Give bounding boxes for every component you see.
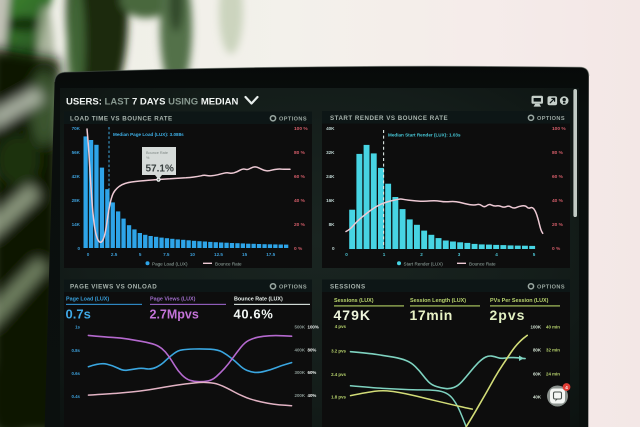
svg-text:40K: 40K: [326, 126, 335, 131]
svg-text:Page Load (LUX): Page Load (LUX): [152, 261, 188, 266]
svg-text:Median Start Render (LUX): 1.0: Median Start Render (LUX): 1.03s: [388, 133, 461, 138]
svg-text:40 min: 40 min: [546, 325, 560, 330]
svg-text:4: 4: [495, 252, 498, 257]
svg-text:200K: 200K: [295, 393, 306, 398]
svg-text:OPTIONS: OPTIONS: [279, 117, 307, 123]
svg-text:Bounce Rate: Bounce Rate: [469, 261, 496, 266]
svg-text:PVs Per Session (LUX): PVs Per Session (LUX): [490, 298, 549, 304]
svg-text:32K: 32K: [326, 150, 335, 155]
svg-text:LOAD TIME VS BOUNCE RATE: LOAD TIME VS BOUNCE RATE: [70, 116, 173, 123]
svg-text:100%: 100%: [308, 325, 319, 330]
svg-text:Sessions (LUX): Sessions (LUX): [334, 298, 374, 304]
svg-text:60 %: 60 %: [294, 174, 306, 180]
svg-text:100 %: 100 %: [294, 126, 308, 132]
svg-text:56K: 56K: [72, 150, 81, 155]
svg-text:0.8s: 0.8s: [71, 348, 80, 353]
svg-text:2.7Mpvs: 2.7Mpvs: [150, 308, 199, 322]
svg-text:40.6%: 40.6%: [234, 307, 274, 322]
svg-text:OPTIONS: OPTIONS: [279, 285, 307, 291]
svg-text:OPTIONS: OPTIONS: [537, 285, 565, 291]
svg-text:60 %: 60 %: [552, 174, 564, 180]
svg-text:Bounce Rate: Bounce Rate: [146, 151, 168, 155]
svg-text:0 %: 0 %: [552, 246, 561, 252]
svg-text:80 %: 80 %: [552, 150, 564, 156]
svg-text:OPTIONS: OPTIONS: [537, 116, 565, 122]
svg-text:3.2 pvs: 3.2 pvs: [331, 349, 346, 354]
svg-text:Page Views (LUX): Page Views (LUX): [150, 297, 196, 303]
svg-text:42K: 42K: [72, 174, 81, 179]
svg-text:7.5: 7.5: [163, 252, 170, 257]
svg-text:24 min: 24 min: [546, 372, 560, 377]
svg-text:3: 3: [458, 252, 461, 257]
svg-text:4: 4: [565, 385, 568, 390]
svg-text:5: 5: [533, 252, 536, 257]
svg-text:0: 0: [332, 246, 335, 251]
svg-text:40 %: 40 %: [552, 198, 564, 204]
svg-text:500K: 500K: [295, 325, 306, 330]
svg-text:5: 5: [139, 252, 142, 257]
svg-text:479K: 479K: [334, 307, 371, 323]
svg-text:0: 0: [77, 246, 80, 251]
svg-text:40K: 40K: [533, 395, 542, 400]
svg-text:17min: 17min: [410, 307, 453, 323]
svg-text:1: 1: [383, 252, 386, 257]
svg-text:80 %: 80 %: [294, 150, 306, 156]
svg-text:2pvs: 2pvs: [490, 307, 526, 323]
svg-text:0.6s: 0.6s: [71, 371, 80, 376]
svg-text:Start Render (LUX): Start Render (LUX): [404, 261, 444, 266]
svg-text:Bounce Rate (LUX): Bounce Rate (LUX): [234, 297, 283, 303]
svg-text:8K: 8K: [329, 222, 336, 227]
svg-text:10: 10: [190, 252, 196, 257]
svg-text:60%: 60%: [308, 370, 317, 375]
svg-text:80K: 80K: [533, 348, 542, 353]
svg-text:40 %: 40 %: [294, 198, 306, 204]
svg-text:2: 2: [420, 252, 423, 257]
svg-text:START RENDER VS BOUNCE RATE: START RENDER VS BOUNCE RATE: [330, 115, 448, 122]
svg-text:0: 0: [345, 252, 348, 257]
svg-text:2.5: 2.5: [111, 252, 118, 257]
svg-text:Bounce Rate: Bounce Rate: [215, 261, 242, 266]
svg-text:60K: 60K: [533, 372, 542, 377]
svg-text:32 min: 32 min: [546, 348, 560, 353]
svg-text:0 %: 0 %: [294, 246, 303, 252]
svg-text:100K: 100K: [531, 325, 542, 330]
svg-text:Session Length (LUX): Session Length (LUX): [410, 298, 466, 304]
svg-text:70K: 70K: [72, 126, 81, 131]
svg-text:24K: 24K: [326, 174, 335, 179]
svg-text:17.5: 17.5: [266, 252, 275, 257]
svg-text:USERS: LAST 7 DAYS USING MEDIA: USERS: LAST 7 DAYS USING MEDIAN: [66, 97, 238, 108]
svg-text:0: 0: [87, 252, 90, 257]
svg-text:Page Load (LUX): Page Load (LUX): [66, 297, 109, 303]
svg-text:1.8 pvs: 1.8 pvs: [331, 395, 346, 400]
svg-text:0.7s: 0.7s: [66, 307, 91, 322]
svg-text:20 %: 20 %: [294, 222, 306, 228]
svg-text:SESSIONS: SESSIONS: [330, 284, 366, 291]
svg-text:14K: 14K: [72, 222, 81, 227]
svg-text:28K: 28K: [72, 198, 81, 203]
svg-text:4 pvs: 4 pvs: [335, 324, 347, 329]
svg-text:57.1%: 57.1%: [146, 164, 174, 175]
svg-text:PAGE VIEWS VS ONLOAD: PAGE VIEWS VS ONLOAD: [70, 284, 157, 291]
svg-text:100 %: 100 %: [552, 126, 566, 132]
svg-text:300K: 300K: [295, 370, 306, 375]
svg-text:12.5: 12.5: [214, 252, 223, 257]
svg-text:80%: 80%: [308, 348, 317, 353]
svg-text:15: 15: [242, 252, 248, 257]
svg-text:%: %: [146, 156, 150, 160]
svg-text:0.4s: 0.4s: [71, 394, 80, 399]
svg-text:2.4 pvs: 2.4 pvs: [331, 372, 346, 377]
svg-text:400K: 400K: [295, 348, 306, 353]
svg-text:1s: 1s: [75, 325, 80, 330]
svg-text:16K: 16K: [326, 198, 335, 203]
svg-text:40%: 40%: [308, 393, 317, 398]
svg-text:20 %: 20 %: [552, 222, 564, 228]
svg-text:Median Page Load (LUX): 3.088s: Median Page Load (LUX): 3.088s: [113, 132, 184, 137]
